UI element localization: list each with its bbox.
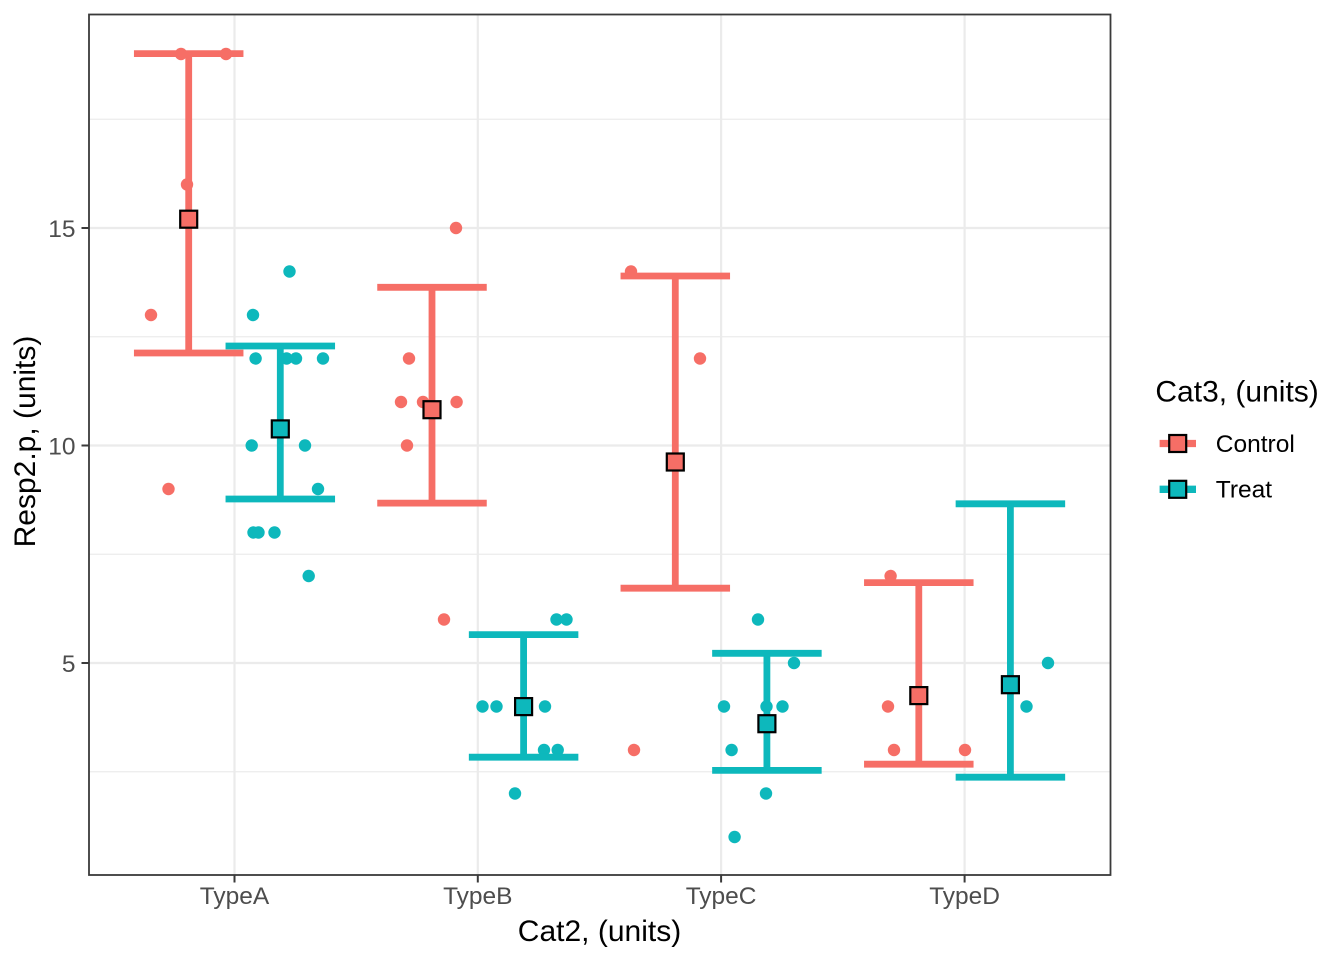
svg-text:TypeD: TypeD xyxy=(929,883,1000,910)
svg-text:10: 10 xyxy=(48,434,75,461)
svg-text:TypeB: TypeB xyxy=(443,883,512,910)
svg-text:5: 5 xyxy=(62,651,76,678)
svg-text:15: 15 xyxy=(48,216,75,243)
svg-text:Resp2.p, (units): Resp2.p, (units) xyxy=(9,336,42,548)
svg-text:Cat3, (units): Cat3, (units) xyxy=(1155,376,1318,409)
svg-text:TypeC: TypeC xyxy=(686,883,757,910)
svg-text:TypeA: TypeA xyxy=(200,883,270,910)
svg-text:Control: Control xyxy=(1216,431,1295,458)
svg-text:Cat2, (units): Cat2, (units) xyxy=(518,915,681,948)
svg-text:Treat: Treat xyxy=(1216,477,1272,504)
